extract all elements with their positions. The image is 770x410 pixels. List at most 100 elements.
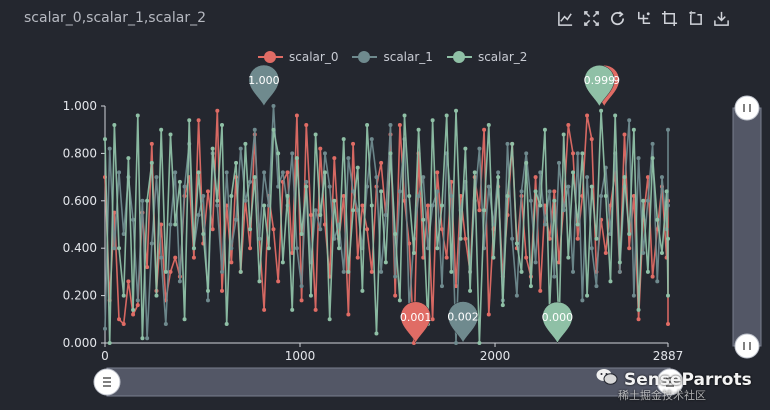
data-point-scalar_1 [163,322,168,327]
data-point-scalar_1 [585,175,590,180]
data-point-scalar_1 [379,269,384,274]
data-point-scalar_2 [533,189,538,194]
y-zoom-handle-bottom[interactable] [734,333,760,359]
data-point-scalar_2 [341,137,346,142]
y-zoom-handle-top[interactable] [734,95,760,121]
refresh-icon[interactable] [608,9,627,28]
data-point-scalar_0 [196,118,201,123]
data-point-scalar_2 [666,236,670,241]
wechat-icon [596,368,618,391]
y-tick-label: 0.200 [63,289,97,303]
data-point-scalar_2 [201,231,206,236]
data-point-scalar_2 [290,307,295,312]
data-point-scalar_1 [388,122,393,127]
data-point-scalar_1 [645,198,650,203]
data-point-scalar_1 [168,222,173,227]
data-point-scalar_2 [220,122,225,127]
data-point-scalar_2 [514,241,519,246]
data-point-scalar_2 [472,170,477,175]
data-point-scalar_1 [594,284,599,289]
data-point-scalar_0 [351,141,356,146]
data-point-scalar_1 [107,146,112,151]
data-point-scalar_0 [285,170,290,175]
legend-item-scalar-0[interactable]: scalar_0 [258,50,338,64]
x-tick-label: 1000 [285,349,316,363]
data-point-scalar_2 [196,170,201,175]
legend-item-scalar-1[interactable]: scalar_1 [352,50,433,64]
mark-label-scalar_2-min: 0.000 [542,311,574,324]
data-point-scalar_2 [496,175,501,180]
data-point-scalar_2 [627,231,632,236]
data-point-scalar_2 [210,146,215,151]
download-icon[interactable] [712,9,731,28]
data-point-scalar_1 [397,189,402,194]
data-point-scalar_0 [304,122,309,127]
data-point-scalar_0 [435,170,440,175]
data-point-scalar_2 [131,307,136,312]
data-point-scalar_1 [299,284,304,289]
data-point-scalar_2 [332,198,337,203]
restore-expand-icon[interactable] [582,9,601,28]
zoom-reset-icon[interactable] [686,9,705,28]
y-tick-label: 0.600 [63,194,97,208]
data-point-scalar_2 [561,132,566,137]
data-point-scalar_2 [238,269,243,274]
data-point-scalar_2 [280,260,285,265]
watermark: SenseParrots 稀土掘金技术社区 [596,368,752,402]
data-point-scalar_2 [388,151,393,156]
data-point-scalar_2 [229,194,234,199]
data-point-scalar_0 [313,307,318,312]
data-point-scalar_1 [154,175,159,180]
data-point-scalar_0 [547,236,552,241]
data-point-scalar_1 [248,179,253,184]
data-point-scalar_1 [439,284,444,289]
data-point-scalar_1 [566,184,571,189]
data-point-scalar_2 [173,222,178,227]
data-point-scalar_0 [191,255,196,260]
x-zoom-slider [106,367,671,397]
data-point-scalar_1 [421,175,426,180]
data-point-scalar_1 [262,170,267,175]
data-point-scalar_2 [205,288,210,293]
data-point-scalar_2 [528,284,533,289]
data-point-scalar_1 [430,203,435,208]
line-chart-icon[interactable] [556,9,575,28]
legend-item-scalar-2[interactable]: scalar_2 [446,50,527,64]
data-point-scalar_2 [313,132,318,137]
data-point-scalar_0 [229,260,234,265]
data-point-scalar_2 [641,198,646,203]
data-point-scalar_2 [486,122,491,127]
data-zoom-icon[interactable] [634,9,653,28]
data-point-scalar_0 [397,122,402,127]
data-point-scalar_2 [402,113,407,118]
data-point-scalar_1 [556,160,561,165]
data-point-scalar_2 [435,246,440,251]
legend-swatch-scalar-2 [446,50,472,64]
data-point-scalar_1 [271,104,276,108]
data-point-scalar_2 [294,156,299,161]
data-point-scalar_0 [135,303,140,308]
data-point-scalar_0 [271,227,276,232]
data-point-scalar_2 [439,203,444,208]
data-point-scalar_2 [318,213,323,218]
data-point-scalar_0 [299,298,304,303]
data-point-scalar_1 [140,198,145,203]
data-point-scalar_1 [290,151,295,156]
data-point-scalar_2 [163,269,168,274]
data-point-scalar_2 [285,194,290,199]
data-point-scalar_2 [112,122,117,127]
data-point-scalar_1 [510,236,515,241]
data-point-scalar_1 [580,298,585,303]
data-point-scalar_1 [524,151,529,156]
data-point-scalar_1 [528,198,533,203]
x-tick-label: 2000 [480,349,511,363]
data-point-scalar_0 [346,312,351,317]
data-point-scalar_2 [449,269,454,274]
data-point-scalar_1 [205,298,210,303]
data-point-scalar_2 [107,341,112,345]
y-tick-label: 1.000 [63,99,97,113]
zoom-area-icon[interactable] [660,9,679,28]
series-line-scalar_2 [104,109,669,344]
data-point-scalar_2 [444,113,449,118]
data-point-scalar_1 [318,227,323,232]
